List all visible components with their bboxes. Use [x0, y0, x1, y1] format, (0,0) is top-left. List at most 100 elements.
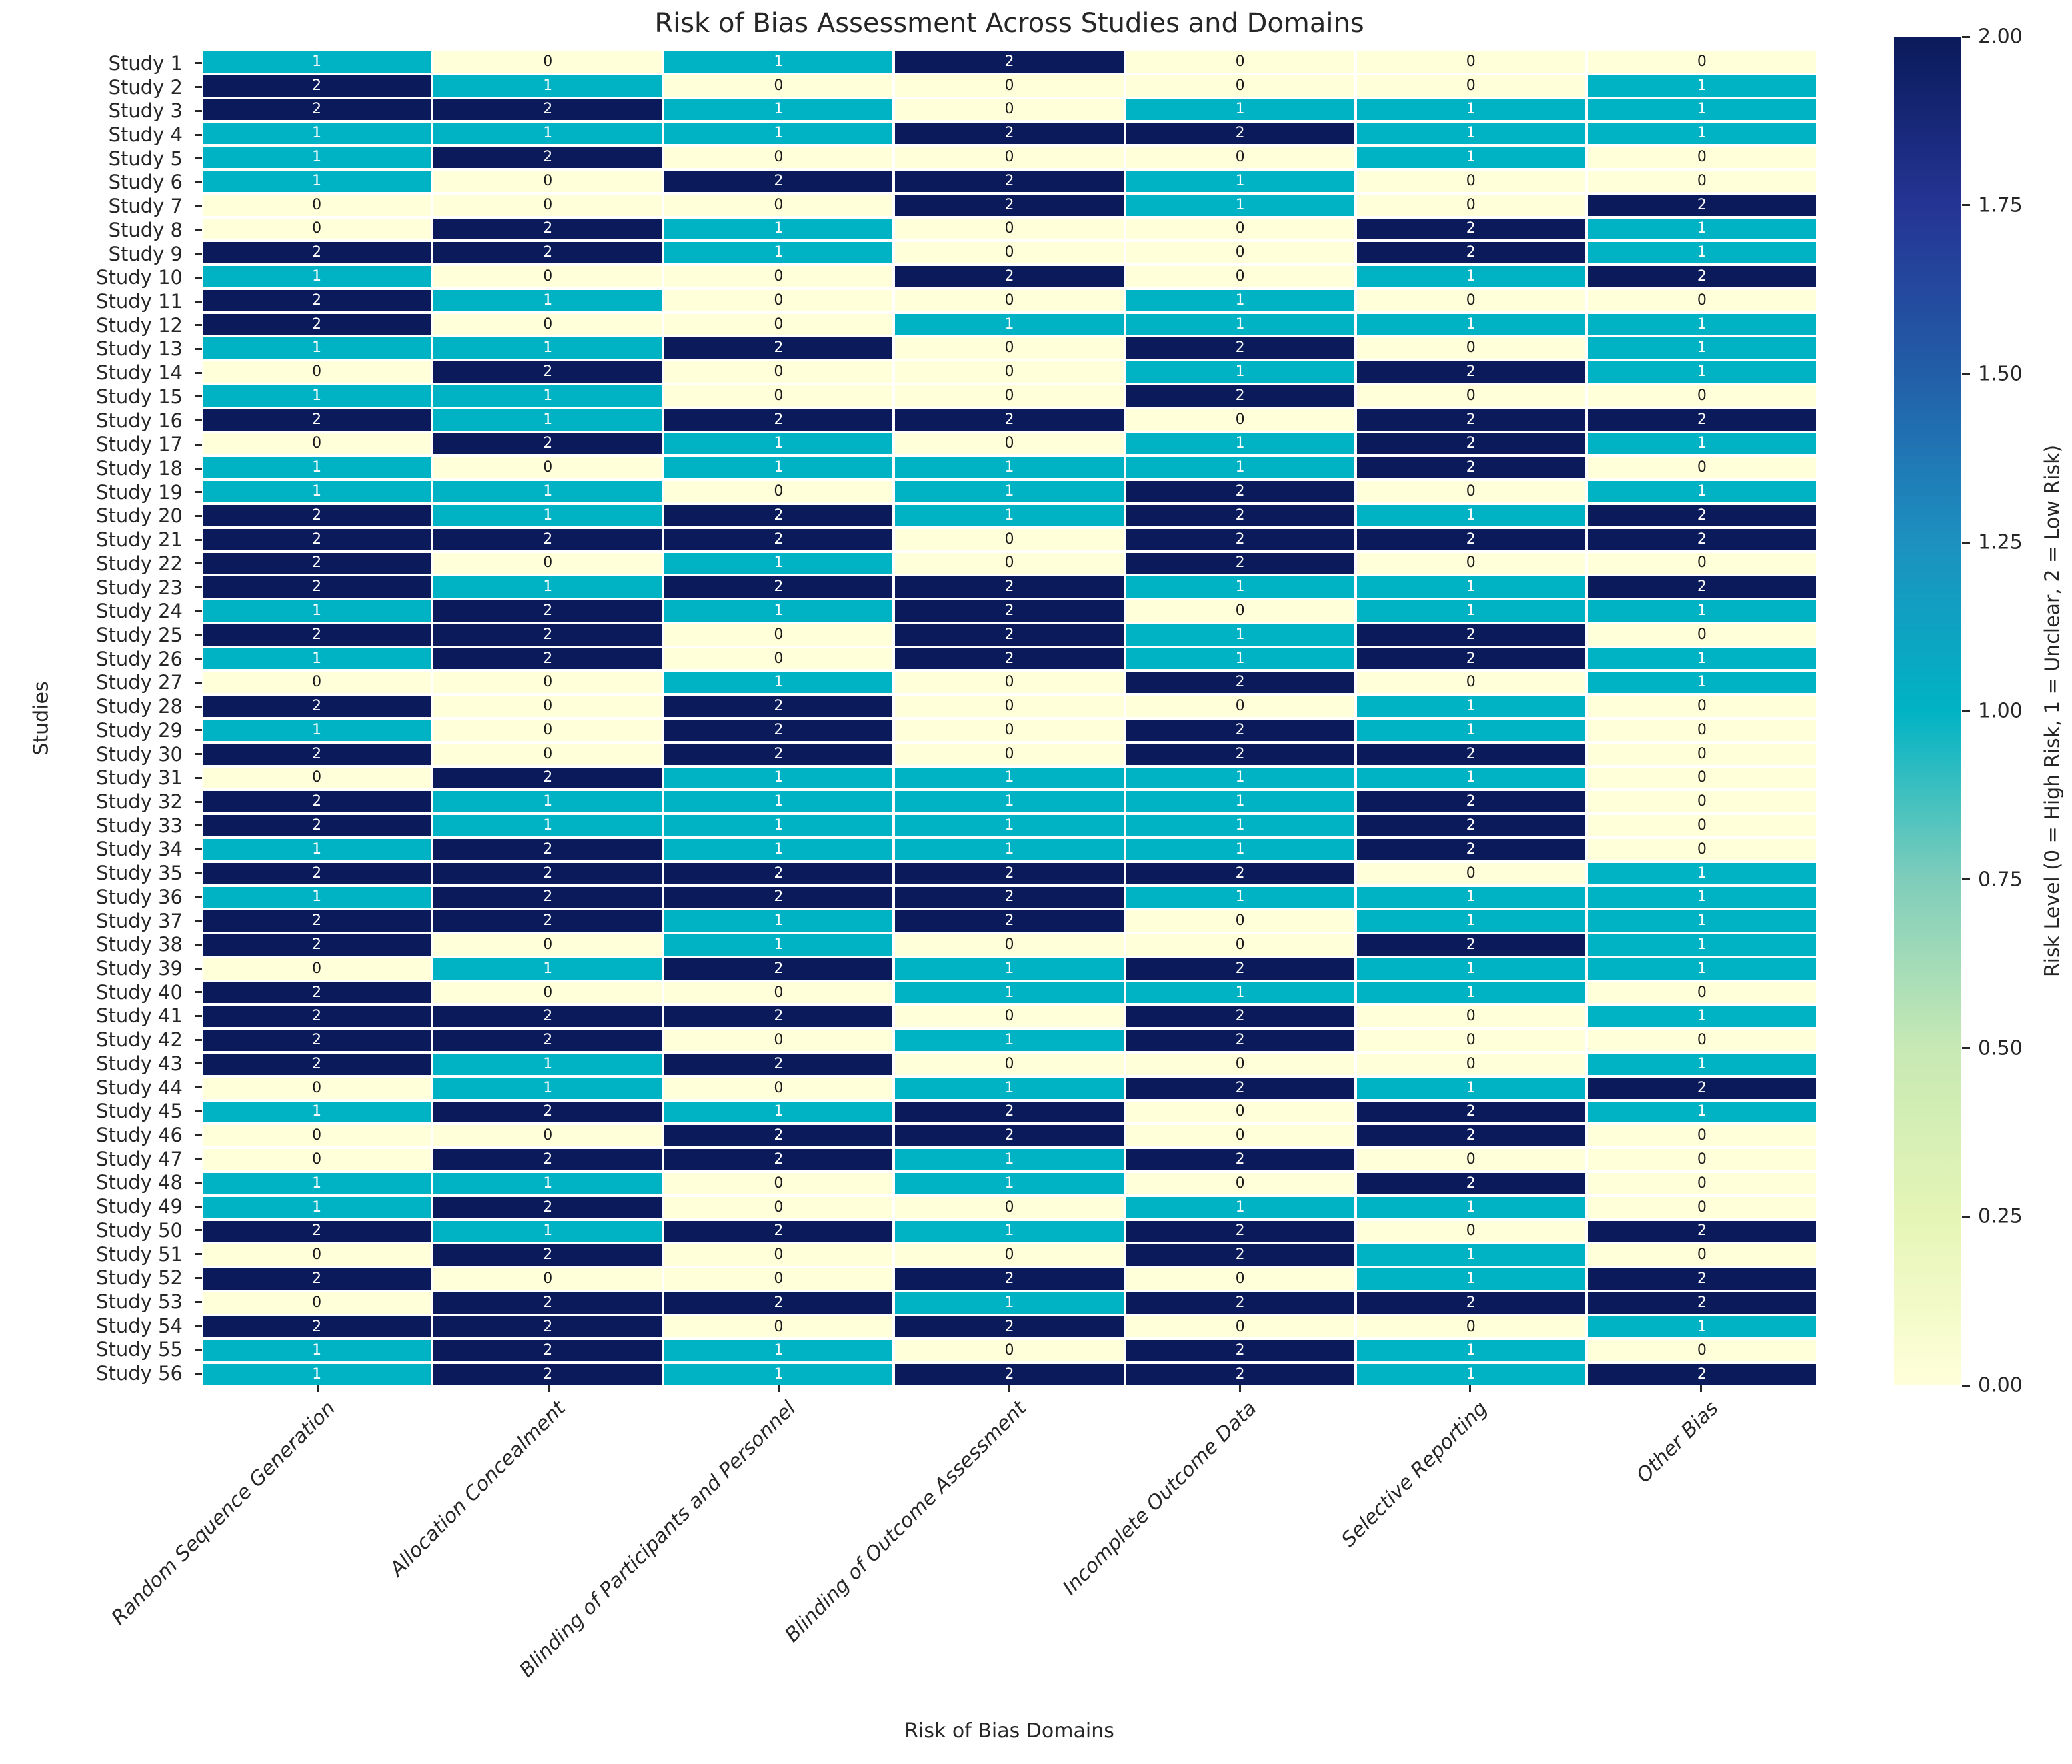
- heatmap-cell: 0: [433, 457, 662, 479]
- heatmap-cell: 0: [664, 313, 893, 335]
- heatmap-cell: 1: [433, 1172, 662, 1194]
- y-tick-mark: [195, 1110, 202, 1112]
- y-tick-label: Study 37: [96, 909, 183, 932]
- heatmap-cell: 2: [433, 1006, 662, 1028]
- heatmap-cell: 1: [1587, 481, 1816, 502]
- heatmap-cell: 0: [1587, 1244, 1816, 1266]
- heatmap-cell: 2: [1356, 791, 1585, 813]
- y-tick-label: Study 20: [96, 504, 183, 528]
- y-tick-mark: [195, 157, 202, 160]
- x-tick-mark: [1238, 1385, 1241, 1392]
- y-tick-label: Study 16: [96, 409, 183, 432]
- heatmap-cell: 0: [1587, 1172, 1816, 1194]
- heatmap-cell: 0: [895, 385, 1124, 407]
- y-tick-label: Study 27: [96, 671, 183, 694]
- heatmap-cell: 1: [895, 1077, 1124, 1099]
- heatmap-cell: 0: [895, 696, 1124, 717]
- colorbar-tick-label: 0.50: [1978, 1036, 2023, 1060]
- y-tick-mark: [195, 324, 202, 327]
- heatmap-cell: 0: [1356, 481, 1585, 502]
- x-tick-mark: [547, 1385, 550, 1392]
- y-tick-mark: [195, 1086, 202, 1089]
- heatmap-cell: 0: [664, 1244, 893, 1266]
- heatmap-cell: 1: [1587, 1101, 1816, 1123]
- heatmap-cell: 1: [895, 481, 1124, 502]
- heatmap-cell: 1: [1126, 289, 1354, 311]
- heatmap-cell: 2: [433, 1364, 662, 1385]
- heatmap-cell: 0: [895, 552, 1124, 574]
- heatmap-cell: 2: [433, 1149, 662, 1170]
- heatmap-cell: 1: [1356, 266, 1585, 287]
- heatmap-cell: 1: [1356, 1340, 1585, 1362]
- heatmap-cell: 1: [1587, 313, 1816, 335]
- heatmap-cell: 2: [433, 361, 662, 383]
- heatmap-cell: 1: [1587, 934, 1816, 956]
- heatmap-cell: 2: [1356, 648, 1585, 670]
- heatmap-cell: 1: [1587, 242, 1816, 264]
- heatmap-cell: 2: [433, 862, 662, 884]
- heatmap-cell: 1: [1587, 958, 1816, 980]
- heatmap-cell: 2: [433, 1340, 662, 1362]
- heatmap-cell: 1: [1356, 576, 1585, 598]
- heatmap-cell: 0: [1126, 1172, 1354, 1194]
- heatmap-cell: 1: [1126, 194, 1354, 216]
- y-tick-label: Study 45: [96, 1100, 183, 1123]
- heatmap-cell: 1: [1126, 767, 1354, 789]
- heatmap-cell: 1: [1126, 886, 1354, 908]
- heatmap-cell: 0: [895, 743, 1124, 765]
- heatmap-cell: 1: [1126, 815, 1354, 836]
- heatmap-cell: 1: [895, 767, 1124, 789]
- colorbar-tick-mark: [1962, 1047, 1970, 1049]
- heatmap-cell: 2: [433, 910, 662, 932]
- y-tick-label: Study 32: [96, 790, 183, 813]
- heatmap-cell: 1: [203, 170, 431, 192]
- colorbar-tick-mark: [1962, 1215, 1970, 1218]
- heatmap-cell: 1: [1587, 886, 1816, 908]
- heatmap-cell: 0: [1356, 289, 1585, 311]
- y-tick-label: Study 53: [96, 1290, 183, 1313]
- heatmap-cell: 2: [203, 289, 431, 311]
- y-tick-mark: [195, 776, 202, 779]
- heatmap-cell: 1: [1587, 1054, 1816, 1075]
- heatmap-cell: 2: [203, 910, 431, 932]
- heatmap-cell: 1: [664, 791, 893, 813]
- y-tick-label: Study 6: [108, 171, 183, 194]
- x-axis-tick-labels: Random Sequence Generation Allocation Con…: [107, 1394, 1816, 1741]
- heatmap-cell: 2: [895, 600, 1124, 622]
- heatmap-cell: 0: [895, 1340, 1124, 1362]
- y-tick-mark: [195, 62, 202, 65]
- heatmap-cell: 1: [433, 791, 662, 813]
- heatmap-cell: 2: [203, 75, 431, 97]
- y-tick-mark: [195, 848, 202, 850]
- heatmap-cell: 1: [664, 1101, 893, 1123]
- y-tick-mark: [195, 1348, 202, 1351]
- heatmap-cell: 1: [664, 242, 893, 264]
- heatmap-cell: 2: [895, 266, 1124, 287]
- heatmap-cell: 2: [433, 624, 662, 646]
- colorbar: [1894, 37, 1961, 1385]
- heatmap-cell: 2: [1587, 1292, 1816, 1314]
- heatmap-cell: 0: [1587, 1340, 1816, 1362]
- heatmap-cell: 1: [1587, 361, 1816, 383]
- heatmap-cell: 1: [1356, 982, 1585, 1004]
- heatmap-cell: 2: [1126, 672, 1354, 694]
- heatmap-cell: 2: [664, 337, 893, 359]
- y-tick-label: Study 56: [96, 1362, 183, 1385]
- y-tick-mark: [195, 491, 202, 494]
- heatmap-cell: 0: [1356, 1316, 1585, 1338]
- heatmap-cell: 0: [433, 672, 662, 694]
- heatmap-cell: 2: [1126, 1149, 1354, 1170]
- heatmap-cell: 2: [433, 648, 662, 670]
- heatmap-cell: 0: [664, 624, 893, 646]
- heatmap-cell: 2: [895, 409, 1124, 431]
- heatmap-cell: 0: [1587, 289, 1816, 311]
- heatmap-cell: 2: [203, 528, 431, 550]
- heatmap-cell: 0: [895, 337, 1124, 359]
- heatmap-cell: 2: [433, 1196, 662, 1218]
- heatmap-cell: 2: [1356, 1292, 1585, 1314]
- heatmap-cell: 1: [1356, 910, 1585, 932]
- heatmap-cell: 2: [1587, 1268, 1816, 1290]
- heatmap-cell: 2: [1587, 266, 1816, 287]
- heatmap-cell: 2: [664, 1125, 893, 1147]
- colorbar-tick-mark: [1962, 1384, 1970, 1387]
